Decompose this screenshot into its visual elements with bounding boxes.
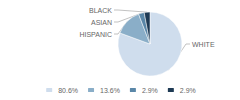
svg-text:ASIAN: ASIAN [91,19,112,26]
svg-text:HISPANIC: HISPANIC [79,31,112,38]
svg-text:2.9%: 2.9% [180,87,196,94]
svg-text:BLACK: BLACK [89,7,112,14]
svg-text:13.6%: 13.6% [100,87,120,94]
svg-text:2.9%: 2.9% [142,87,158,94]
svg-text:80.6%: 80.6% [58,87,78,94]
svg-text:WHITE: WHITE [192,41,215,48]
